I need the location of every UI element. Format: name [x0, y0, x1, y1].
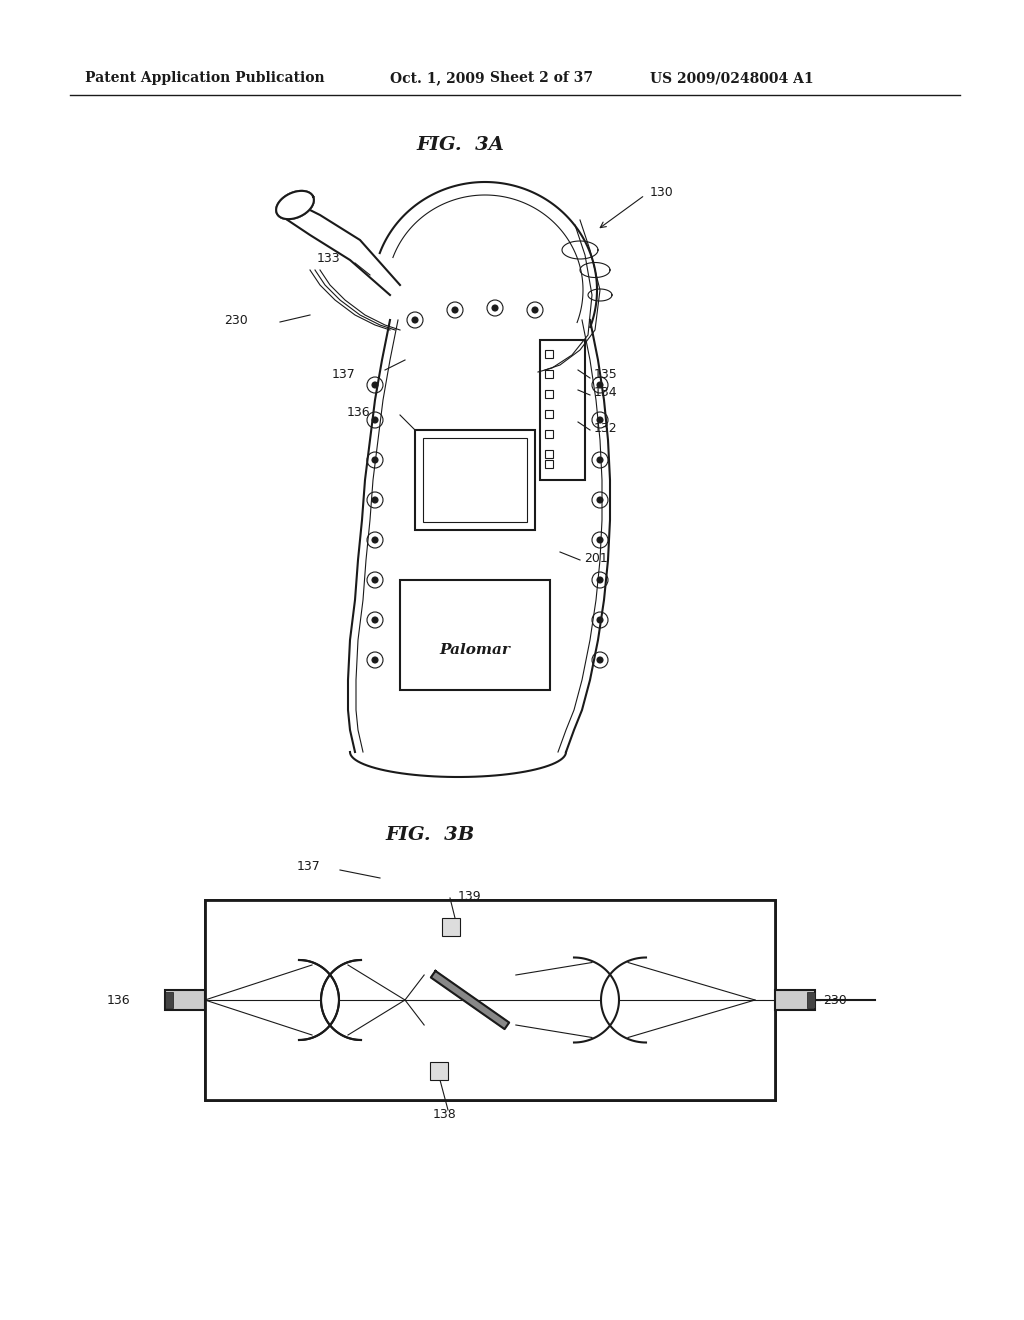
Bar — [415, 430, 535, 531]
Circle shape — [372, 537, 378, 543]
Text: Patent Application Publication: Patent Application Publication — [85, 71, 325, 84]
Text: FIG.  3A: FIG. 3A — [416, 136, 504, 154]
Circle shape — [532, 308, 538, 313]
Text: 230: 230 — [224, 314, 248, 326]
Bar — [400, 579, 550, 690]
Circle shape — [372, 417, 378, 422]
Text: US 2009/0248004 A1: US 2009/0248004 A1 — [650, 71, 814, 84]
Bar — [205, 900, 775, 1100]
Bar — [442, 917, 460, 936]
Text: 137: 137 — [331, 368, 355, 381]
Bar — [205, 900, 775, 1100]
Circle shape — [452, 308, 458, 313]
Circle shape — [597, 577, 603, 583]
Circle shape — [597, 537, 603, 543]
Text: Sheet 2 of 37: Sheet 2 of 37 — [490, 71, 593, 84]
Bar — [165, 990, 205, 1010]
Circle shape — [492, 305, 498, 312]
Polygon shape — [431, 972, 509, 1030]
Bar — [775, 990, 815, 1010]
Bar — [545, 350, 553, 358]
Text: Oct. 1, 2009: Oct. 1, 2009 — [390, 71, 484, 84]
Polygon shape — [299, 960, 361, 1040]
Bar — [545, 450, 553, 458]
Bar — [545, 389, 553, 399]
Polygon shape — [276, 191, 314, 219]
Circle shape — [597, 381, 603, 388]
Circle shape — [372, 577, 378, 583]
Bar — [423, 438, 527, 521]
Text: 130: 130 — [650, 186, 674, 198]
Circle shape — [412, 317, 418, 323]
Text: 230: 230 — [823, 994, 847, 1006]
Bar — [545, 459, 553, 469]
Circle shape — [372, 657, 378, 663]
Text: 139: 139 — [458, 891, 481, 903]
Circle shape — [372, 381, 378, 388]
Bar — [545, 370, 553, 378]
Circle shape — [597, 498, 603, 503]
Text: Palomar: Palomar — [439, 643, 510, 657]
Circle shape — [597, 417, 603, 422]
Circle shape — [597, 657, 603, 663]
Circle shape — [597, 457, 603, 463]
Bar — [430, 1063, 449, 1080]
Text: FIG.  3B: FIG. 3B — [385, 826, 475, 843]
Bar — [165, 993, 173, 1008]
Text: 137: 137 — [296, 859, 319, 873]
Text: 201: 201 — [584, 552, 608, 565]
Bar — [545, 411, 553, 418]
Text: 136: 136 — [106, 994, 130, 1006]
Text: 133: 133 — [316, 252, 340, 264]
Circle shape — [372, 498, 378, 503]
Bar — [545, 430, 553, 438]
Circle shape — [372, 616, 378, 623]
Bar — [807, 993, 815, 1008]
Text: 135: 135 — [594, 368, 617, 381]
Text: 136: 136 — [346, 407, 370, 420]
Text: 132: 132 — [594, 421, 617, 434]
Bar — [540, 341, 585, 480]
Text: 138: 138 — [433, 1109, 457, 1122]
Circle shape — [597, 616, 603, 623]
Text: 134: 134 — [594, 387, 617, 400]
Circle shape — [372, 457, 378, 463]
Polygon shape — [574, 957, 646, 1043]
